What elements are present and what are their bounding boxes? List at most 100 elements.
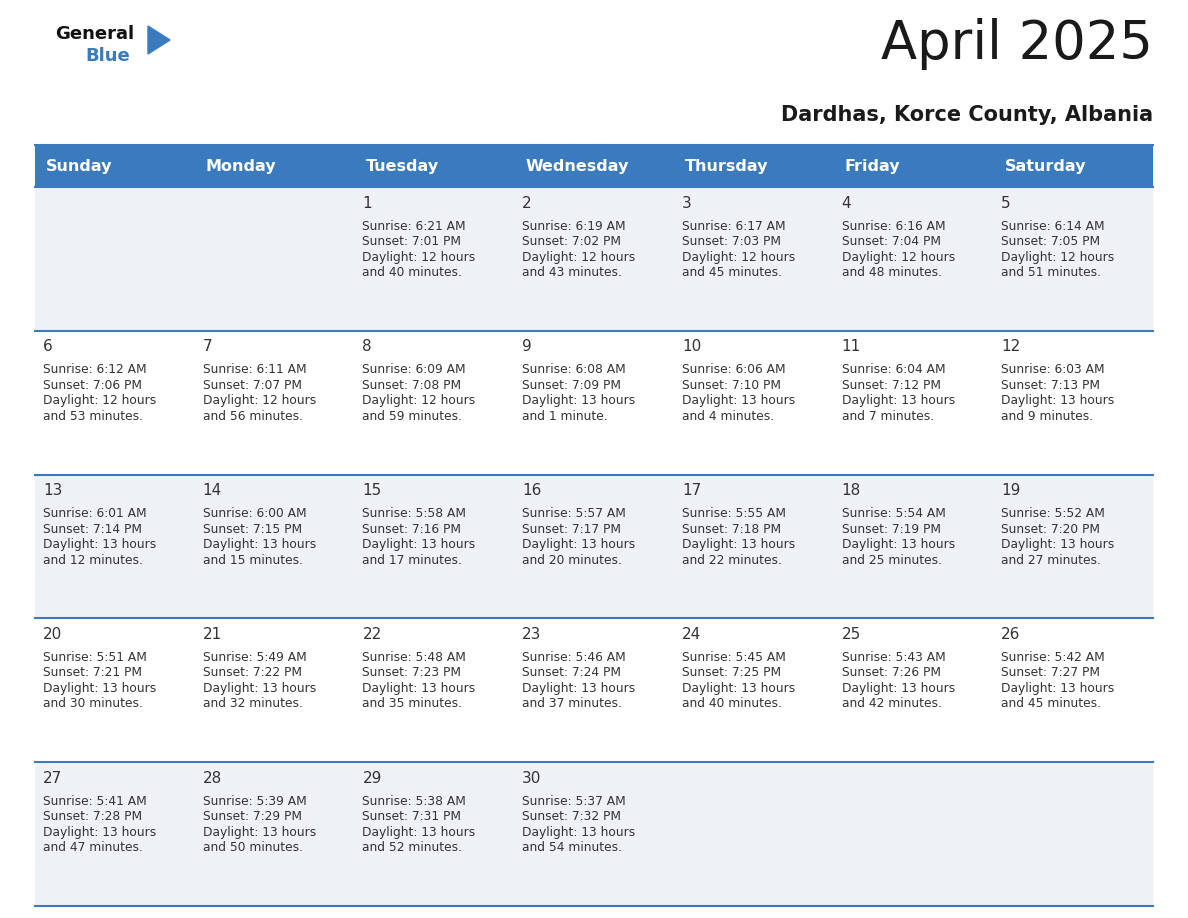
Bar [354,145,514,187]
Text: Sunrise: 5:41 AM: Sunrise: 5:41 AM [43,795,147,808]
Text: Daylight: 13 hours: Daylight: 13 hours [523,538,636,551]
Bar [354,330,514,475]
Bar [34,762,195,906]
Text: 14: 14 [203,483,222,498]
Text: Sunset: 7:03 PM: Sunset: 7:03 PM [682,235,781,248]
Text: Sunset: 7:08 PM: Sunset: 7:08 PM [362,379,462,392]
Text: Daylight: 12 hours: Daylight: 12 hours [362,251,475,263]
Text: Daylight: 13 hours: Daylight: 13 hours [362,538,475,551]
Text: Sunset: 7:16 PM: Sunset: 7:16 PM [362,522,461,535]
Bar [514,187,674,330]
Text: Sunrise: 5:43 AM: Sunrise: 5:43 AM [841,651,946,664]
Text: Sunrise: 6:03 AM: Sunrise: 6:03 AM [1001,364,1105,376]
Text: Sunset: 7:04 PM: Sunset: 7:04 PM [841,235,941,248]
Text: Daylight: 13 hours: Daylight: 13 hours [43,682,157,695]
Text: Daylight: 12 hours: Daylight: 12 hours [523,251,636,263]
Text: and 9 minutes.: and 9 minutes. [1001,409,1093,423]
Text: Daylight: 13 hours: Daylight: 13 hours [203,825,316,839]
Text: Saturday: Saturday [1005,159,1086,174]
Text: and 7 minutes.: and 7 minutes. [841,409,934,423]
Text: and 17 minutes.: and 17 minutes. [362,554,462,566]
Bar [834,475,993,619]
Text: and 47 minutes.: and 47 minutes. [43,841,143,855]
Text: and 25 minutes.: and 25 minutes. [841,554,942,566]
Text: Sunrise: 5:49 AM: Sunrise: 5:49 AM [203,651,307,664]
Text: 3: 3 [682,196,691,210]
Bar [195,762,354,906]
Text: 7: 7 [203,340,213,354]
Text: Sunrise: 6:04 AM: Sunrise: 6:04 AM [841,364,946,376]
Text: Daylight: 13 hours: Daylight: 13 hours [1001,395,1114,408]
Text: Daylight: 13 hours: Daylight: 13 hours [523,682,636,695]
Text: Sunday: Sunday [46,159,113,174]
Text: Sunset: 7:01 PM: Sunset: 7:01 PM [362,235,461,248]
Text: 16: 16 [523,483,542,498]
Text: Daylight: 13 hours: Daylight: 13 hours [203,682,316,695]
Text: and 48 minutes.: and 48 minutes. [841,266,942,279]
Text: and 12 minutes.: and 12 minutes. [43,554,143,566]
Bar [993,619,1154,762]
Text: Sunrise: 6:01 AM: Sunrise: 6:01 AM [43,507,146,521]
Text: 17: 17 [682,483,701,498]
Text: and 20 minutes.: and 20 minutes. [523,554,623,566]
Bar [834,762,993,906]
Text: Sunset: 7:28 PM: Sunset: 7:28 PM [43,811,143,823]
Text: 20: 20 [43,627,62,642]
Bar [514,330,674,475]
Text: Sunset: 7:27 PM: Sunset: 7:27 PM [1001,666,1100,679]
Text: Daylight: 12 hours: Daylight: 12 hours [1001,251,1114,263]
Text: Daylight: 13 hours: Daylight: 13 hours [841,538,955,551]
Text: Sunrise: 5:42 AM: Sunrise: 5:42 AM [1001,651,1105,664]
Text: Daylight: 13 hours: Daylight: 13 hours [523,395,636,408]
Bar [674,619,834,762]
Bar [674,330,834,475]
Bar [195,145,354,187]
Text: Sunset: 7:31 PM: Sunset: 7:31 PM [362,811,461,823]
Text: Sunset: 7:19 PM: Sunset: 7:19 PM [841,522,941,535]
Text: Sunrise: 5:39 AM: Sunrise: 5:39 AM [203,795,307,808]
Text: Sunrise: 5:58 AM: Sunrise: 5:58 AM [362,507,467,521]
Text: Sunset: 7:02 PM: Sunset: 7:02 PM [523,235,621,248]
Bar [834,145,993,187]
Bar [993,145,1154,187]
Text: Sunset: 7:07 PM: Sunset: 7:07 PM [203,379,302,392]
Text: Sunrise: 5:46 AM: Sunrise: 5:46 AM [523,651,626,664]
Text: Sunrise: 6:19 AM: Sunrise: 6:19 AM [523,219,626,232]
Text: Daylight: 12 hours: Daylight: 12 hours [841,251,955,263]
Text: Sunrise: 6:00 AM: Sunrise: 6:00 AM [203,507,307,521]
Text: Sunset: 7:22 PM: Sunset: 7:22 PM [203,666,302,679]
Text: April 2025: April 2025 [881,18,1154,70]
Text: and 45 minutes.: and 45 minutes. [682,266,782,279]
Text: Sunset: 7:32 PM: Sunset: 7:32 PM [523,811,621,823]
Text: Sunset: 7:10 PM: Sunset: 7:10 PM [682,379,781,392]
Text: Sunset: 7:25 PM: Sunset: 7:25 PM [682,666,781,679]
Text: Sunrise: 6:06 AM: Sunrise: 6:06 AM [682,364,785,376]
Text: Sunset: 7:15 PM: Sunset: 7:15 PM [203,522,302,535]
Text: Sunrise: 5:45 AM: Sunrise: 5:45 AM [682,651,785,664]
Text: 28: 28 [203,771,222,786]
Text: 12: 12 [1001,340,1020,354]
Text: Dardhas, Korce County, Albania: Dardhas, Korce County, Albania [781,105,1154,125]
Text: Sunset: 7:29 PM: Sunset: 7:29 PM [203,811,302,823]
Text: and 43 minutes.: and 43 minutes. [523,266,623,279]
Text: 1: 1 [362,196,372,210]
Text: Sunset: 7:09 PM: Sunset: 7:09 PM [523,379,621,392]
Bar [674,145,834,187]
Text: and 52 minutes.: and 52 minutes. [362,841,462,855]
Polygon shape [148,26,170,54]
Bar [34,187,195,330]
Text: Sunset: 7:05 PM: Sunset: 7:05 PM [1001,235,1100,248]
Text: 21: 21 [203,627,222,642]
Bar [993,187,1154,330]
Text: 13: 13 [43,483,62,498]
Text: Daylight: 13 hours: Daylight: 13 hours [43,825,157,839]
Text: Daylight: 13 hours: Daylight: 13 hours [682,538,795,551]
Text: General: General [55,25,134,43]
Text: 11: 11 [841,340,861,354]
Bar [195,475,354,619]
Text: and 15 minutes.: and 15 minutes. [203,554,303,566]
Text: Thursday: Thursday [685,159,769,174]
Bar [834,330,993,475]
Text: 26: 26 [1001,627,1020,642]
Bar [195,619,354,762]
